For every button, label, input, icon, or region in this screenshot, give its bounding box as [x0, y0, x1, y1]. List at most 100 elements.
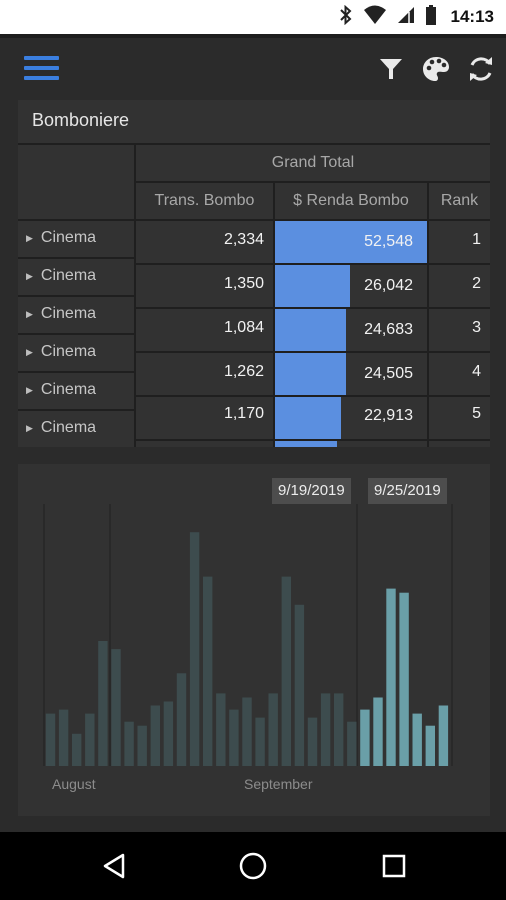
row-label[interactable]: ▶ Cinema: [26, 267, 97, 284]
renda-bar: [275, 353, 346, 395]
chart-bar: [229, 709, 239, 766]
cell-renda[interactable]: 24,505: [364, 365, 413, 382]
chart-bar: [307, 717, 318, 766]
cell-rank[interactable]: 5: [472, 405, 481, 422]
grid-line: [18, 143, 490, 145]
chart-bar: [72, 733, 82, 766]
column-header-trans[interactable]: Trans. Bombo: [154, 192, 255, 209]
renda-bar: [275, 397, 341, 439]
status-bar: 14:13: [0, 0, 506, 34]
chart-bar: [320, 693, 331, 766]
status-divider: [0, 34, 506, 38]
chart-bar: [150, 705, 160, 766]
navigation-bar: [0, 832, 506, 900]
cell-trans[interactable]: 1,170: [223, 405, 264, 422]
grid-line: [136, 395, 490, 397]
renda-bar: [275, 309, 346, 351]
chart-bar: [85, 713, 95, 766]
expand-arrow-icon: ▶: [26, 308, 33, 319]
wifi-icon: [363, 5, 387, 30]
range-end-label: 9/25/2019: [368, 478, 447, 504]
grand-total-header[interactable]: Grand Total: [271, 154, 355, 171]
chart-bar: [58, 709, 69, 766]
cell-rank[interactable]: 1: [472, 231, 481, 248]
battery-icon: [425, 4, 437, 30]
chart-bar-selected: [386, 588, 396, 766]
cell-rank[interactable]: 4: [472, 363, 481, 380]
grid-line: [427, 181, 429, 447]
grid-line: [18, 371, 134, 373]
chart-bar: [294, 604, 305, 766]
row-label[interactable]: ▶ Cinema: [26, 419, 97, 436]
column-header-renda[interactable]: $ Renda Bombo: [293, 192, 409, 209]
expand-arrow-icon: ▶: [26, 422, 33, 433]
row-label[interactable]: ▶ Cinema: [26, 381, 97, 398]
signal-icon: [397, 6, 415, 29]
row-label[interactable]: ▶ Cinema: [26, 343, 97, 360]
renda-bar: [275, 221, 427, 263]
pivot-title: Bomboniere: [32, 110, 130, 130]
cell-renda[interactable]: 26,042: [364, 277, 413, 294]
status-time: 14:13: [450, 7, 494, 26]
grid-line: [136, 307, 490, 309]
cell-rank[interactable]: 3: [472, 319, 481, 336]
chart-bar: [176, 673, 187, 766]
grid-line: [18, 257, 134, 259]
cell-trans[interactable]: 2,334: [223, 231, 264, 248]
chart-bar: [255, 717, 265, 766]
grid-line: [136, 351, 490, 353]
chart-bar: [124, 721, 134, 766]
expand-arrow-icon: ▶: [26, 270, 33, 281]
chart-bar: [98, 641, 108, 766]
recents-square-icon[interactable]: [372, 846, 416, 886]
cell-renda[interactable]: 52,548: [364, 233, 413, 250]
chart-bar: [203, 576, 213, 766]
chart-bar: [137, 725, 147, 766]
palette-icon[interactable]: [419, 52, 453, 86]
pivot-table-panel: Bomboniere Grand Total Trans. Bombo $ Re…: [18, 100, 490, 447]
hamburger-menu-icon[interactable]: [24, 56, 62, 84]
bluetooth-icon: [339, 4, 353, 30]
grid-line: [18, 409, 134, 411]
chart-bar: [163, 701, 174, 766]
chart-bar: [268, 693, 278, 766]
app-bar: [0, 38, 506, 100]
grid-line: [136, 439, 490, 441]
cell-renda[interactable]: 22,913: [364, 407, 413, 424]
cell-trans[interactable]: 1,350: [223, 275, 264, 292]
chart-bar: [281, 576, 291, 766]
chart-bar-selected: [425, 725, 435, 766]
row-label[interactable]: ▶ Cinema: [26, 229, 97, 246]
chart-bar: [111, 649, 121, 766]
chart-bar-selected: [438, 705, 449, 766]
chart-bar-selected: [373, 697, 383, 766]
chart-bar: [189, 532, 200, 766]
expand-arrow-icon: ▶: [26, 232, 33, 243]
grid-line: [18, 295, 134, 297]
grid-line: [18, 219, 490, 221]
renda-bar: [275, 441, 337, 447]
grid-line: [134, 143, 136, 447]
x-axis-label: September: [244, 776, 313, 792]
chart-bar: [347, 721, 357, 766]
timeline-chart-panel[interactable]: August September 9/19/2019 9/25/2019: [18, 464, 490, 816]
timeline-chart[interactable]: August September: [18, 464, 490, 816]
row-label[interactable]: ▶ Cinema: [26, 305, 97, 322]
back-triangle-icon[interactable]: [92, 846, 136, 886]
chart-bar-selected: [399, 592, 409, 766]
cell-trans[interactable]: 1,262: [223, 363, 264, 380]
chart-bar-selected: [360, 709, 370, 766]
chart-bar-selected: [412, 713, 422, 766]
column-header-rank[interactable]: Rank: [440, 192, 479, 209]
home-circle-icon[interactable]: [231, 846, 275, 886]
cell-rank[interactable]: 2: [472, 275, 481, 292]
chart-bar: [45, 713, 56, 766]
grid-line: [136, 181, 490, 183]
cell-renda[interactable]: 24,683: [364, 321, 413, 338]
renda-bar: [275, 265, 350, 307]
grid-line: [136, 263, 490, 265]
cell-trans[interactable]: 1,084: [223, 319, 264, 336]
filter-icon[interactable]: [374, 52, 408, 86]
expand-arrow-icon: ▶: [26, 346, 33, 357]
refresh-icon[interactable]: [464, 52, 498, 86]
